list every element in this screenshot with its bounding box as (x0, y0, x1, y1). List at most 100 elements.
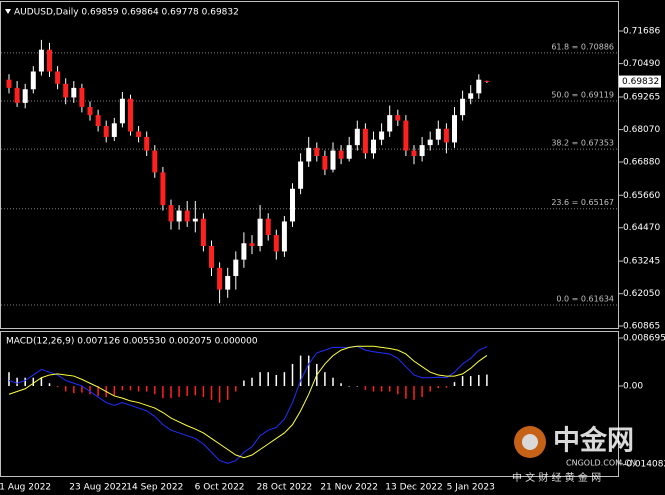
candle-body (111, 123, 117, 137)
candle-body (103, 126, 109, 137)
candle-body (168, 205, 174, 222)
candle-body (411, 150, 417, 157)
y-tick-label: 0.63245 (623, 257, 660, 267)
macd-histogram-bar (235, 386, 237, 392)
candle-body (468, 93, 474, 99)
macd-histogram-bar (243, 380, 245, 387)
macd-histogram-bar (48, 383, 51, 387)
macd-histogram-bar (388, 386, 391, 392)
macd-histogram-bar (397, 386, 399, 395)
macd-panel-frame (0, 331, 619, 477)
macd-histogram-bar (275, 374, 278, 387)
last-price-label: 0.69832 (622, 77, 659, 87)
fib-label: 0.0 = 0.61634 (556, 295, 614, 304)
macd-histogram-bar (178, 386, 180, 398)
y-tick-label: 0.70490 (623, 59, 660, 69)
y-tick-label: 0.69265 (623, 93, 660, 103)
candle-body (265, 218, 271, 236)
macd-histogram-bar (73, 386, 75, 394)
macd-histogram-bar (251, 377, 253, 387)
macd-histogram-bar (299, 355, 302, 387)
fib-label: 61.8 = 0.70886 (551, 42, 614, 51)
candle-body (128, 98, 133, 132)
x-tick-label: 6 Oct 2022 (195, 483, 245, 493)
macd-histogram-bar (332, 377, 334, 387)
macd-histogram-bar (162, 386, 164, 399)
candle-body (419, 145, 425, 157)
macd-histogram-bar (24, 377, 26, 387)
last-price-box (619, 75, 661, 88)
candle-body (387, 115, 393, 132)
x-tick-label: 13 Dec 2022 (385, 483, 443, 493)
candle-body (30, 71, 36, 90)
candle-body (484, 80, 490, 82)
candle-body (281, 221, 287, 252)
candle-body (354, 128, 360, 146)
macd-histogram-bar (16, 377, 18, 387)
y-tick-label: 0.60865 (623, 322, 660, 332)
macd-histogram-bar (32, 377, 35, 387)
candle-body (55, 71, 61, 84)
candle-body (136, 131, 142, 137)
candle-body (371, 139, 376, 154)
candle-body (290, 188, 295, 222)
macd-histogram-bar (259, 372, 261, 387)
candle-body (249, 243, 255, 246)
candle-body (298, 161, 304, 189)
macd-main-line (8, 345, 488, 464)
menu-triangle (5, 9, 11, 14)
macd-histogram-bar (218, 386, 221, 403)
candle-body (306, 147, 312, 162)
macd-histogram-bar (194, 386, 197, 396)
macd-histogram-bar (478, 374, 480, 387)
candle-body (241, 243, 247, 260)
watermark-slogan: 中 文 财 经 黄 金 网 (512, 471, 601, 484)
candle-body (192, 218, 198, 222)
macd-histogram-bar (64, 386, 67, 392)
fib-label: 50.0 = 0.69119 (551, 90, 614, 99)
candle-body (152, 150, 158, 173)
macd-histogram-bar (226, 386, 229, 400)
candle-body (38, 49, 44, 72)
candle-body (330, 150, 336, 170)
macd-histogram-bar (40, 377, 43, 387)
macd-histogram-bar (145, 386, 148, 392)
macd-histogram-bar (437, 386, 440, 389)
macd-histogram-bar (445, 386, 448, 388)
macd-histogram-bar (202, 386, 205, 398)
macd-title: MACD(12,26,9) 0.007126 0.005530 0.002075… (6, 337, 258, 347)
y-tick-label: 0.66880 (623, 158, 660, 168)
y-tick-label: 0.68070 (623, 125, 660, 135)
macd-histogram-bar (291, 363, 294, 387)
candle-body (395, 115, 401, 121)
candle-body (225, 275, 231, 290)
candle-body (217, 267, 223, 290)
candle-body (435, 128, 441, 140)
macd-histogram-bar (81, 386, 83, 393)
macd-histogram-bar (356, 386, 359, 387)
candle-body (184, 210, 190, 222)
y-tick-label: 0.008695 (623, 333, 665, 343)
macd-histogram-bar (56, 386, 59, 388)
x-tick-label: 21 Nov 2022 (320, 483, 378, 493)
macd-histogram-bar (486, 374, 488, 387)
candle-body (314, 147, 320, 157)
macd-histogram-bar (429, 386, 431, 392)
candle-body (403, 120, 409, 151)
candle-body (47, 49, 52, 72)
macd-histogram-bar (324, 372, 326, 387)
macd-histogram-bar (372, 386, 375, 392)
macd-histogram-bar (186, 386, 188, 396)
y-tick-label: 0.64470 (623, 223, 660, 233)
watermark-logo: 中金网 (553, 425, 634, 457)
macd-histogram-bar (210, 386, 213, 400)
candle-body (257, 218, 263, 246)
macd-histogram-bar (340, 383, 342, 387)
macd-histogram-bar (413, 386, 415, 400)
watermark: 中金网 CNGOLD.COM.CN 中 文 财 经 黄 金 网 (512, 425, 636, 485)
candle-body (71, 87, 77, 98)
macd-histogram-bar (421, 386, 423, 398)
candle-body (338, 150, 344, 159)
